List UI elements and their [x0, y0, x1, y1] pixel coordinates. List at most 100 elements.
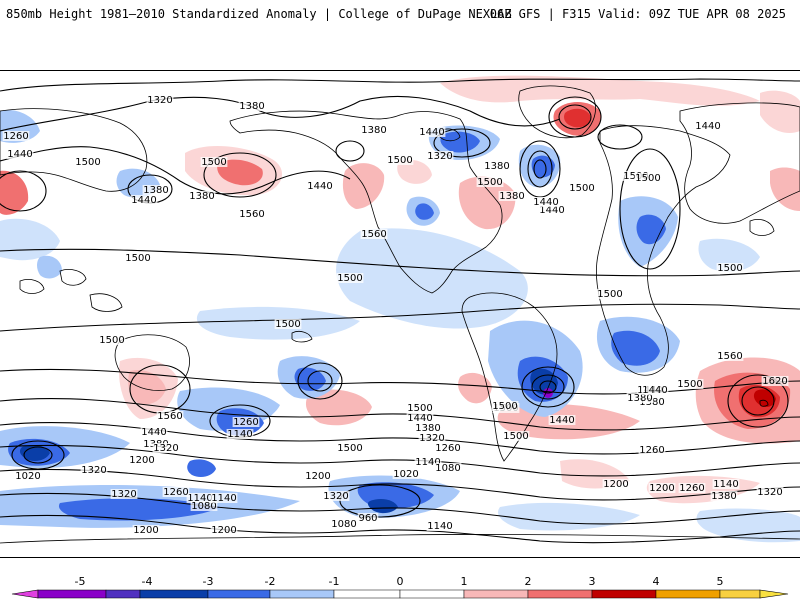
contour-label: 1200	[603, 479, 628, 490]
contour-label: 1140	[211, 493, 236, 504]
contour-label-bg	[132, 525, 160, 535]
contour-label-bg	[712, 479, 740, 489]
contour-label: 1380	[239, 101, 264, 112]
contour-label: 1320	[323, 491, 348, 502]
contour-label: 1200	[649, 483, 674, 494]
contour-label-bg	[6, 149, 34, 159]
colorbar-tick-label: 3	[589, 575, 596, 588]
contour-label: 1440	[642, 385, 667, 396]
contour-label: 1320	[153, 443, 178, 454]
contour-label: 1140	[415, 457, 440, 468]
contour-label: 1260	[3, 131, 28, 142]
colorbar-segment	[207, 589, 271, 599]
contour-label-bg	[146, 95, 174, 105]
contour-label: 1620	[762, 376, 787, 387]
positive-anomaly-region	[770, 167, 800, 211]
contour-label-bg	[678, 483, 706, 493]
colorbar-segment	[37, 589, 107, 599]
contour-label-bg	[626, 393, 654, 403]
positive-anomaly-region	[0, 170, 29, 215]
contour-label: 1560	[239, 209, 264, 220]
contour-label: 1500	[407, 403, 432, 414]
contour-label: 1440	[549, 415, 574, 426]
contour-label-bg	[14, 471, 42, 481]
contour-label: 1380	[361, 125, 386, 136]
contour-label: 1380	[627, 393, 652, 404]
contour-label: 1200	[129, 455, 154, 466]
contour-label-bg	[426, 151, 454, 161]
contour-label: 1320	[757, 487, 782, 498]
contour-label-bg	[634, 173, 662, 183]
contour-label-bg	[210, 525, 238, 535]
contour-label-bg	[596, 289, 624, 299]
contour-label-bg	[140, 427, 168, 437]
colorbar: -5 -4 -3 -2 -1 0 1 2 3 4 5	[0, 570, 800, 600]
contour-label: 1320	[81, 465, 106, 476]
negative-anomaly-region	[37, 255, 62, 279]
contour-label-bg	[322, 491, 350, 501]
contour-label: 1500	[337, 273, 362, 284]
positive-anomaly-region	[760, 90, 800, 134]
contour-label-bg	[360, 125, 388, 135]
colorbar-tick-label: -1	[329, 575, 340, 588]
contour-label-bg	[200, 157, 228, 167]
contour-label-bg	[274, 319, 302, 329]
contour-label-bg	[476, 177, 504, 187]
contour-label-bg	[98, 335, 126, 345]
contour-label: 1440	[533, 197, 558, 208]
contour-label-bg	[483, 161, 511, 171]
colorbar-svg: -5 -4 -3 -2 -1 0 1 2 3 4 5	[11, 575, 789, 599]
contour-label: 1200	[133, 525, 158, 536]
colorbar-segment	[591, 589, 657, 599]
contour-label: 1500	[492, 401, 517, 412]
contour-label-bg	[548, 415, 576, 425]
contour-label-bg	[710, 491, 738, 501]
contour-label: 1200	[211, 525, 236, 536]
negative-anomaly-region	[0, 218, 60, 261]
contour-label-bg	[156, 411, 184, 421]
contour-label-bg	[648, 483, 676, 493]
contour-label-bg	[186, 493, 214, 503]
contour-label-bg	[330, 519, 358, 529]
contour-label-bg	[74, 157, 102, 167]
contour-label: 1440	[141, 427, 166, 438]
contour-label: 1260	[435, 443, 460, 454]
contour-label-bg	[602, 479, 630, 489]
contour-label: 1260	[163, 487, 188, 498]
contour-label: 1140	[227, 429, 252, 440]
contour-label-bg	[756, 487, 784, 497]
contour-label-bg	[210, 493, 238, 503]
colorbar-segment	[719, 589, 761, 599]
contour-label-bg	[128, 455, 156, 465]
negative-anomaly-region	[498, 502, 640, 531]
positive-anomaly-region	[564, 108, 591, 128]
colorbar-segment	[139, 589, 209, 599]
contour-label-bg	[360, 229, 388, 239]
contour-label: 1500	[569, 183, 594, 194]
contour-label: 1380	[415, 423, 440, 434]
colorbar-min-arrow	[11, 589, 39, 599]
contour-label: 1560	[157, 411, 182, 422]
contour-label-bg	[188, 191, 216, 201]
negative-anomaly-region	[611, 330, 660, 366]
contour-label-bg	[142, 185, 170, 195]
colorbar-segment	[105, 589, 141, 599]
colorbar-segment	[399, 589, 465, 599]
contour-label: 1560	[361, 229, 386, 240]
contour-label: 1440	[307, 181, 332, 192]
contour-label-bg	[414, 423, 442, 433]
contour-label: 1020	[393, 469, 418, 480]
contour-label: 1380	[499, 191, 524, 202]
contour-label-bg	[232, 417, 260, 427]
positive-anomaly-region	[440, 75, 760, 106]
map-title: 850mb Height 1981–2010 Standardized Anom…	[6, 7, 512, 21]
contour-label-bg	[426, 521, 454, 531]
colorbar-tick-label: -4	[142, 575, 153, 588]
contour-label-bg	[414, 457, 442, 467]
map-panel: 1320 1380 1260 1440 1500 1380 1440 1380 1500 1560…	[0, 70, 800, 558]
contour-label-bg	[498, 191, 526, 201]
contour-label: 1440	[419, 127, 444, 138]
contour-label: 1080	[435, 463, 460, 474]
